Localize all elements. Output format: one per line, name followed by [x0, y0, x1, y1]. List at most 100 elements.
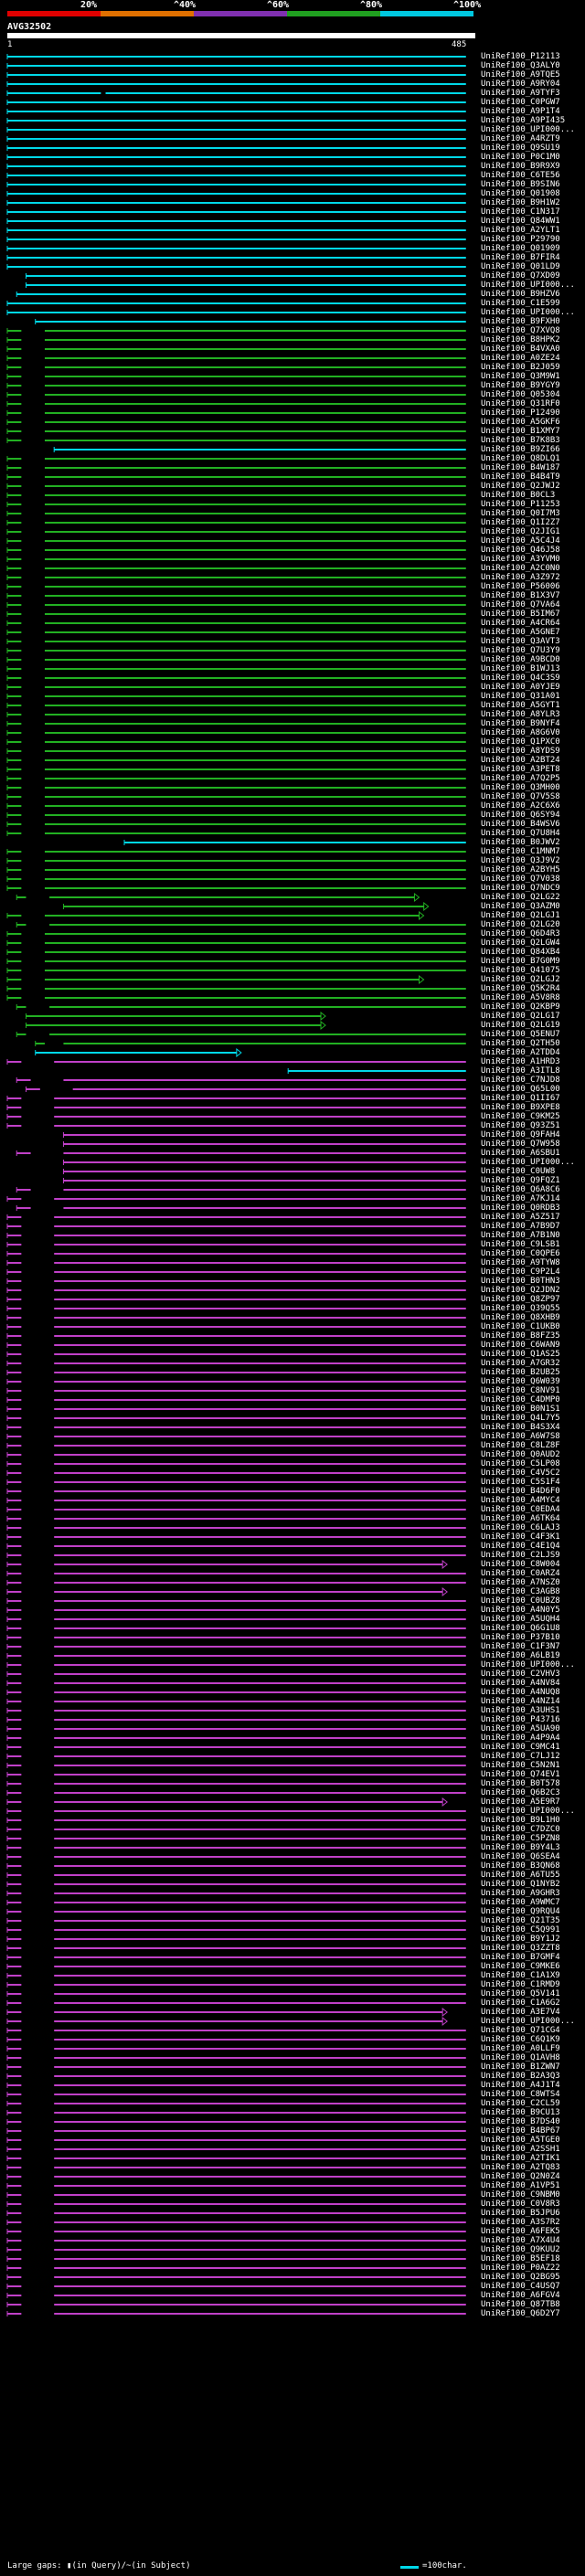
hit-label-link[interactable]: UniRef100_B9XPE8 — [481, 1103, 560, 1112]
hit-label-link[interactable]: UniRef100_A6TK64 — [481, 1514, 560, 1523]
hit-label-link[interactable]: UniRef100_UPI000... — [481, 281, 575, 290]
hit-label-link[interactable]: UniRef100_Q0AUD2 — [481, 1450, 560, 1459]
hit-label-link[interactable]: UniRef100_Q3ZZT8 — [481, 1944, 560, 1953]
hit-label-link[interactable]: UniRef100_B9CU13 — [481, 2108, 560, 2117]
hit-label-link[interactable]: UniRef100_B3QN68 — [481, 1861, 560, 1871]
hit-label-link[interactable]: UniRef100_Q31A01 — [481, 692, 560, 701]
hit-label-link[interactable]: UniRef100_A4MYC4 — [481, 1496, 560, 1505]
hit-label-link[interactable]: UniRef100_C7DZC0 — [481, 1825, 560, 1834]
hit-label-link[interactable]: UniRef100_A1VP51 — [481, 2181, 560, 2190]
hit-label-link[interactable]: UniRef100_Q6SEA4 — [481, 1852, 560, 1861]
hit-label-link[interactable]: UniRef100_Q5ENU7 — [481, 1030, 560, 1039]
hit-label-link[interactable]: UniRef100_Q71CG4 — [481, 2026, 560, 2035]
hit-label-link[interactable]: UniRef100_P12490 — [481, 408, 560, 418]
hit-label-link[interactable]: UniRef100_A9P1T4 — [481, 107, 560, 116]
hit-label-link[interactable]: UniRef100_A2YLT1 — [481, 226, 560, 235]
hit-label-link[interactable]: UniRef100_C9MKE6 — [481, 1962, 560, 1971]
hit-label-link[interactable]: UniRef100_C1A6G2 — [481, 1998, 560, 2008]
hit-label-link[interactable]: UniRef100_Q6G1U8 — [481, 1624, 560, 1633]
hit-label-link[interactable]: UniRef100_Q05304 — [481, 390, 560, 399]
hit-label-link[interactable]: UniRef100_B4D6F0 — [481, 1487, 560, 1496]
hit-label-link[interactable]: UniRef100_C1RMD9 — [481, 1980, 560, 1989]
hit-label-link[interactable]: UniRef100_B9H1W2 — [481, 198, 560, 207]
hit-label-link[interactable]: UniRef100_Q3MH00 — [481, 783, 560, 792]
hit-label-link[interactable]: UniRef100_C2CL59 — [481, 2099, 560, 2108]
hit-label-link[interactable]: UniRef100_Q1AS25 — [481, 1350, 560, 1359]
hit-label-link[interactable]: UniRef100_Q6W039 — [481, 1377, 560, 1386]
hit-label-link[interactable]: UniRef100_B2J059 — [481, 363, 560, 372]
hit-label-link[interactable]: UniRef100_A3UHS1 — [481, 1706, 560, 1715]
hit-label-link[interactable]: UniRef100_B1WJ13 — [481, 664, 560, 673]
hit-label-link[interactable]: UniRef100_A3Z972 — [481, 573, 560, 582]
hit-label-link[interactable]: UniRef100_B9Y4L3 — [481, 1843, 560, 1852]
hit-label-link[interactable]: UniRef100_A7X4U4 — [481, 2236, 560, 2245]
hit-label-link[interactable]: UniRef100_C4F3K1 — [481, 1532, 560, 1542]
hit-label-link[interactable]: UniRef100_C8WTS4 — [481, 2090, 560, 2099]
hit-label-link[interactable]: UniRef100_C5PZN8 — [481, 1834, 560, 1843]
hit-label-link[interactable]: UniRef100_B9FXH0 — [481, 317, 560, 326]
hit-label-link[interactable]: UniRef100_C1E599 — [481, 299, 560, 308]
hit-label-link[interactable]: UniRef100_Q2LGJ2 — [481, 975, 560, 984]
hit-label-link[interactable]: UniRef100_A6FGV4 — [481, 2291, 560, 2300]
hit-label-link[interactable]: UniRef100_Q2LG19 — [481, 1021, 560, 1030]
hit-label-link[interactable]: UniRef100_A9TQE5 — [481, 70, 560, 80]
hit-label-link[interactable]: UniRef100_B7GMF4 — [481, 1953, 560, 1962]
hit-label-link[interactable]: UniRef100_Q6SY94 — [481, 811, 560, 820]
hit-label-link[interactable]: UniRef100_Q7XD09 — [481, 271, 560, 281]
hit-label-link[interactable]: UniRef100_B5EF18 — [481, 2254, 560, 2263]
hit-label-link[interactable]: UniRef100_Q2LG17 — [481, 1012, 560, 1021]
hit-label-link[interactable]: UniRef100_A3ITL8 — [481, 1066, 560, 1076]
hit-label-link[interactable]: UniRef100_C5Q991 — [481, 1925, 560, 1935]
hit-label-link[interactable]: UniRef100_B7G0M9 — [481, 957, 560, 966]
hit-label-link[interactable]: UniRef100_Q2KBP9 — [481, 1002, 560, 1012]
hit-label-link[interactable]: UniRef100_C4DMP0 — [481, 1395, 560, 1405]
hit-label-link[interactable]: UniRef100_A6SBU1 — [481, 1149, 560, 1158]
hit-label-link[interactable]: UniRef100_C0ARZ4 — [481, 1569, 560, 1578]
hit-label-link[interactable]: UniRef100_C6LAJ3 — [481, 1523, 560, 1532]
hit-label-link[interactable]: UniRef100_C2VHV3 — [481, 1670, 560, 1679]
hit-label-link[interactable]: UniRef100_A7Q2P5 — [481, 774, 560, 783]
hit-label-link[interactable]: UniRef100_C9NBM0 — [481, 2190, 560, 2200]
hit-label-link[interactable]: UniRef100_C0PGW7 — [481, 98, 560, 107]
hit-label-link[interactable]: UniRef100_A5UA90 — [481, 1724, 560, 1733]
hit-label-link[interactable]: UniRef100_A4NZ14 — [481, 1697, 560, 1706]
hit-label-link[interactable]: UniRef100_Q3J9V2 — [481, 856, 560, 865]
hit-label-link[interactable]: UniRef100_A6TU55 — [481, 1871, 560, 1880]
hit-label-link[interactable]: UniRef100_Q2LG20 — [481, 920, 560, 929]
hit-label-link[interactable]: UniRef100_Q21T35 — [481, 1916, 560, 1925]
hit-label-link[interactable]: UniRef100_A7B1N0 — [481, 1231, 560, 1240]
hit-label-link[interactable]: UniRef100_Q2N0Z4 — [481, 2172, 560, 2181]
hit-label-link[interactable]: UniRef100_A5TGE0 — [481, 2136, 560, 2145]
hit-label-link[interactable]: UniRef100_Q5V141 — [481, 1989, 560, 1998]
hit-label-link[interactable]: UniRef100_C1A1X9 — [481, 1971, 560, 1980]
hit-label-link[interactable]: UniRef100_Q7U3Y9 — [481, 646, 560, 655]
hit-label-link[interactable]: UniRef100_B1XMY7 — [481, 427, 560, 436]
hit-label-link[interactable]: UniRef100_Q5K2R4 — [481, 984, 560, 993]
hit-label-link[interactable]: UniRef100_B9NYF4 — [481, 719, 560, 728]
hit-label-link[interactable]: UniRef100_Q7NDC9 — [481, 884, 560, 893]
hit-label-link[interactable]: UniRef100_B8FZ35 — [481, 1331, 560, 1341]
hit-label-link[interactable]: UniRef100_C7NJD8 — [481, 1076, 560, 1085]
hit-label-link[interactable]: UniRef100_B1X3V7 — [481, 591, 560, 600]
hit-label-link[interactable]: UniRef100_C5S1F4 — [481, 1478, 560, 1487]
hit-label-link[interactable]: UniRef100_A5C4J4 — [481, 536, 560, 546]
hit-label-link[interactable]: UniRef100_Q9KUU2 — [481, 2245, 560, 2254]
hit-label-link[interactable]: UniRef100_B9ZI66 — [481, 445, 560, 454]
hit-label-link[interactable]: UniRef100_B9SIN6 — [481, 180, 560, 189]
hit-label-link[interactable]: UniRef100_C0EDA4 — [481, 1505, 560, 1514]
hit-label-link[interactable]: UniRef100_C0QPE6 — [481, 1249, 560, 1258]
hit-label-link[interactable]: UniRef100_Q0RDB3 — [481, 1203, 560, 1213]
hit-label-link[interactable]: UniRef100_Q41075 — [481, 966, 560, 975]
hit-label-link[interactable]: UniRef100_A5UQH4 — [481, 1615, 560, 1624]
hit-label-link[interactable]: UniRef100_B4W187 — [481, 463, 560, 472]
hit-label-link[interactable]: UniRef100_C8LZ8F — [481, 1441, 560, 1450]
hit-label-link[interactable]: UniRef100_Q7VA64 — [481, 600, 560, 610]
hit-label-link[interactable]: UniRef100_C0UBZ8 — [481, 1596, 560, 1606]
hit-label-link[interactable]: UniRef100_A2BYH5 — [481, 865, 560, 875]
hit-label-link[interactable]: UniRef100_Q9FAH4 — [481, 1130, 560, 1140]
hit-label-link[interactable]: UniRef100_C9MC41 — [481, 1743, 560, 1752]
hit-label-link[interactable]: UniRef100_B4BP67 — [481, 2126, 560, 2136]
hit-label-link[interactable]: UniRef100_C5N2N1 — [481, 1761, 560, 1770]
hit-label-link[interactable]: UniRef100_Q1AVH8 — [481, 2053, 560, 2062]
hit-label-link[interactable]: UniRef100_A2TIK1 — [481, 2154, 560, 2163]
